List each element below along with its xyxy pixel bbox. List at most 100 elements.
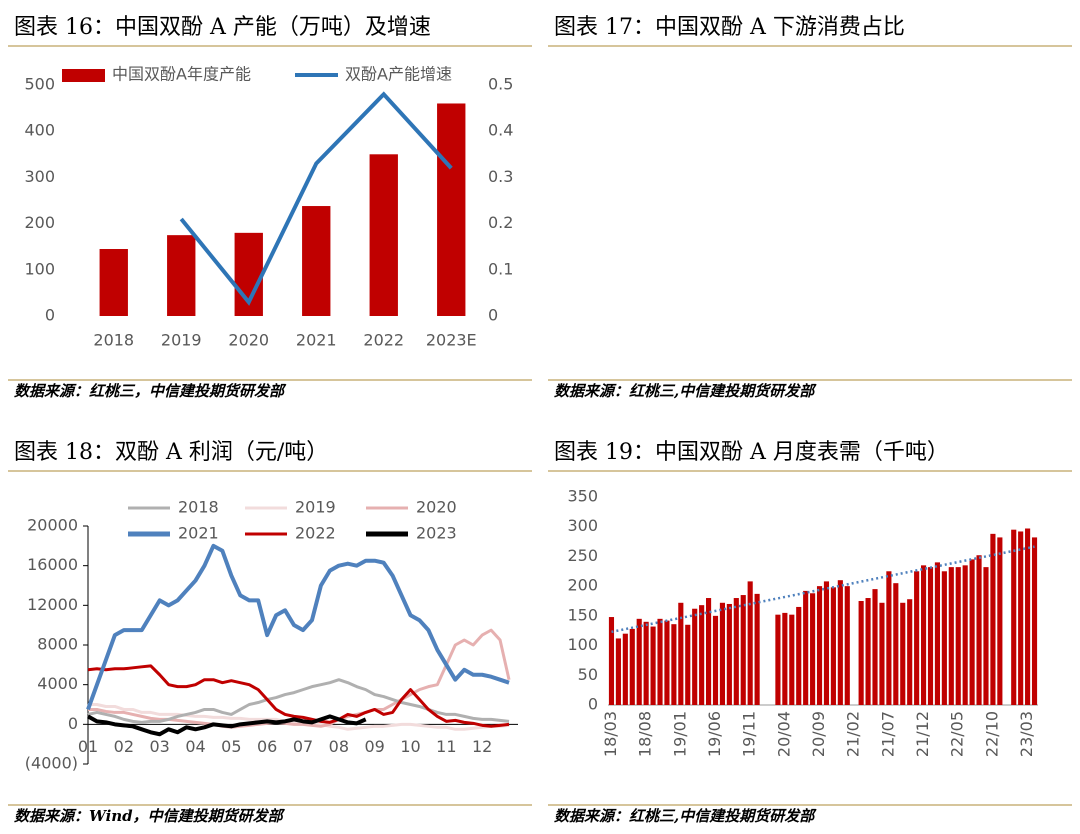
bar [664, 620, 670, 705]
figure-heading: 图表 19：中国双酚 A 月度表需（千吨） [554, 440, 949, 465]
bar [754, 593, 760, 705]
legend-label: 2022 [295, 524, 336, 543]
x-tick-label: 04 [185, 737, 205, 756]
legend-label: 双酚A产能增速 [345, 65, 452, 84]
bar [615, 638, 621, 705]
legend-label: 2020 [416, 498, 457, 517]
figure-heading: 图表 17：中国双酚 A 下游消费占比 [554, 15, 905, 40]
bar [1031, 537, 1038, 705]
y2-tick-label: 0 [488, 306, 498, 325]
bar [983, 567, 989, 705]
y-tick-label: 16000 [27, 555, 78, 574]
bar [437, 103, 466, 316]
bar [907, 599, 913, 705]
bar [622, 633, 628, 705]
x-tick-label: 02 [114, 737, 134, 756]
bar [747, 581, 753, 705]
x-tick-label: 2021 [296, 331, 337, 350]
y-tick-label: 250 [567, 546, 598, 565]
x-tick-label: 2020 [228, 331, 269, 350]
legend-label: 2018 [178, 498, 219, 517]
figure-heading: 图表 16：中国双酚 A 产能（万吨）及增速 [14, 15, 431, 40]
bar [719, 602, 726, 705]
source-note: 数据来源：红桃三，中信建投期货研发部 [14, 382, 287, 400]
x-tick-label: 23/03 [1017, 711, 1036, 757]
bar [865, 598, 871, 705]
x-tick-label: 01 [78, 737, 98, 756]
y-tick-label: 0 [45, 306, 55, 325]
line [87, 714, 367, 737]
legend-label: 2019 [295, 498, 336, 517]
y-tick-label: 300 [24, 167, 55, 186]
y-tick-label: 8000 [37, 635, 78, 654]
y-tick-label: 50 [578, 665, 598, 684]
y-tick-label: 0 [68, 714, 78, 733]
y2-tick-label: 0.4 [488, 121, 513, 140]
x-tick-label: 03 [149, 737, 169, 756]
x-tick-label: 2022 [363, 331, 404, 350]
bar [1018, 531, 1024, 705]
bar [712, 615, 719, 705]
bar [733, 598, 739, 705]
x-tick-label: 08 [329, 737, 349, 756]
x-tick-label: 10 [400, 737, 420, 756]
bar [927, 567, 934, 705]
y2-tick-label: 0.5 [488, 75, 513, 94]
bar [886, 571, 892, 705]
bar [830, 587, 836, 705]
bar [948, 567, 954, 705]
bar [99, 249, 128, 316]
bar [900, 602, 906, 705]
bar [955, 567, 961, 705]
source-note: 数据来源：红桃三,中信建投期货研发部 [554, 382, 817, 400]
bar [997, 537, 1003, 705]
bar [678, 602, 684, 705]
bar [816, 586, 823, 705]
source-note: 数据来源：红桃三,中信建投期货研发部 [554, 807, 817, 825]
y-tick-label: 100 [24, 259, 55, 278]
legend-label: 中国双酚A年度产能 [112, 65, 251, 84]
y-tick-label: 4000 [37, 674, 78, 693]
line [87, 664, 510, 728]
bar [914, 571, 920, 705]
x-tick-label: 19/06 [705, 711, 724, 757]
bar [969, 559, 975, 705]
bar [844, 586, 850, 705]
bar [941, 571, 947, 705]
line [88, 628, 511, 729]
bar [692, 608, 698, 705]
x-tick-label: 2018 [93, 331, 134, 350]
bar [893, 583, 899, 705]
bar [823, 581, 830, 705]
figure-heading: 图表 18：双酚 A 利润（元/吨） [14, 440, 328, 465]
bar [699, 605, 705, 705]
y-tick-label: 300 [567, 516, 598, 535]
bar [671, 624, 677, 705]
bar [962, 565, 968, 705]
bar [775, 614, 781, 705]
x-tick-label: 19/11 [740, 711, 759, 757]
x-tick-label: 20/04 [774, 711, 793, 757]
bar [837, 580, 843, 705]
bar [858, 601, 864, 705]
y-tick-label: 150 [567, 605, 598, 624]
x-tick-label: 05 [221, 737, 241, 756]
x-tick-label: 2019 [161, 331, 202, 350]
bar [976, 555, 982, 705]
bar [990, 533, 996, 705]
bar [803, 590, 809, 705]
y-tick-label: 500 [24, 75, 55, 94]
bar [934, 562, 941, 705]
bar [608, 617, 615, 705]
x-tick-label: 21/02 [844, 711, 863, 757]
bar [302, 206, 331, 316]
bar [369, 154, 398, 316]
x-tick-label: 07 [293, 737, 313, 756]
bar [796, 606, 802, 705]
bar [705, 598, 712, 705]
bar [1011, 529, 1017, 705]
x-tick-label: 22/10 [982, 711, 1001, 757]
x-tick-label: 2023E [426, 331, 477, 350]
bar [789, 614, 795, 705]
